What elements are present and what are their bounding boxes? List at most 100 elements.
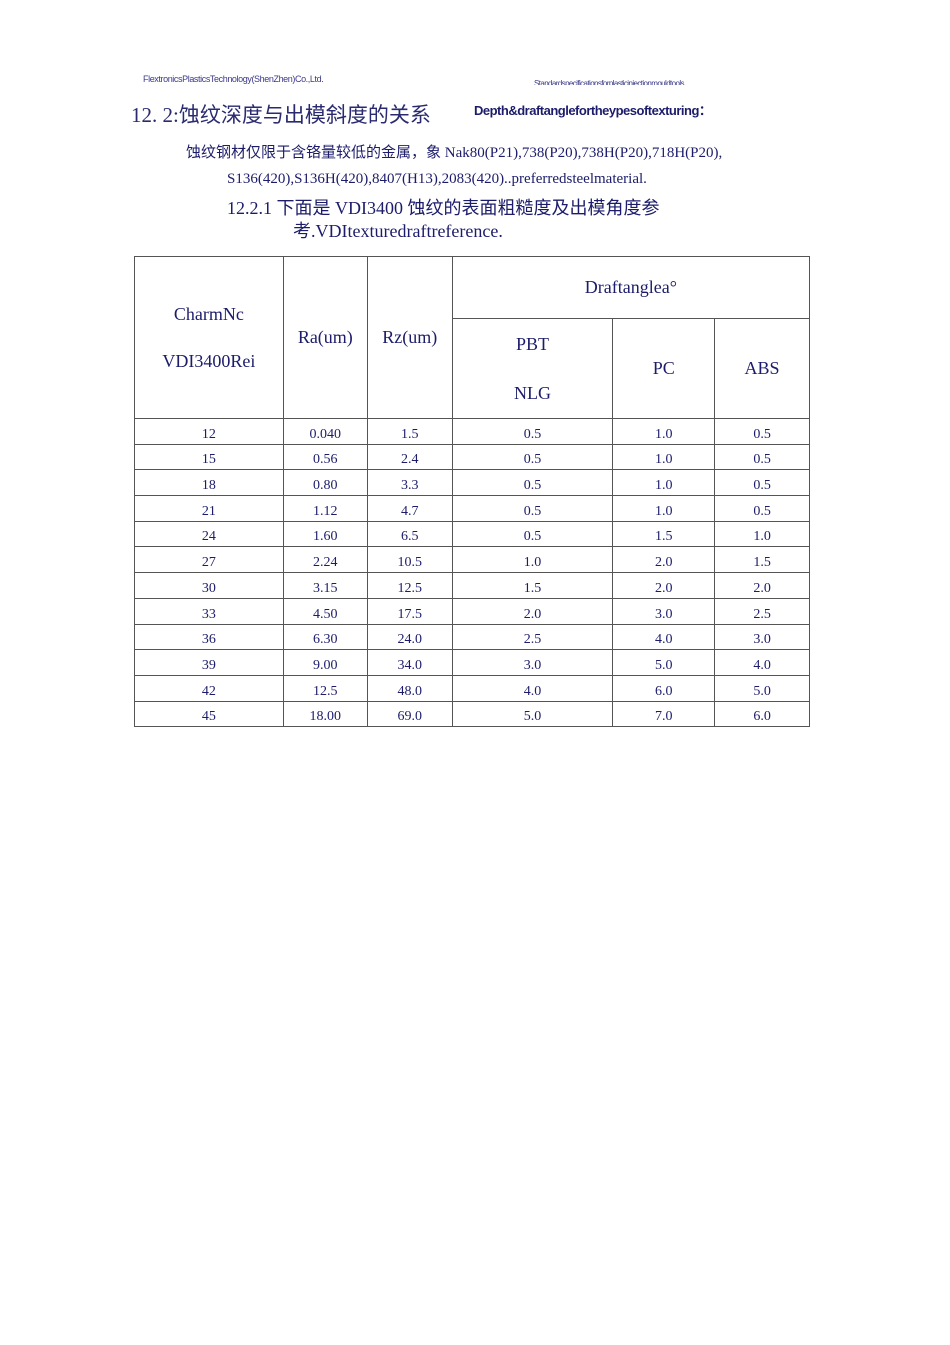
cell-pc: 1.0 bbox=[612, 495, 716, 522]
cell-charm: 15 bbox=[134, 443, 284, 471]
cell-charm: 21 bbox=[134, 495, 284, 522]
cell-rz: 4.7 bbox=[366, 495, 453, 522]
table-row: 15 0.56 2.4 0.5 1.0 0.5 bbox=[134, 443, 810, 471]
cell-abs: 0.5 bbox=[714, 495, 810, 522]
header-abs: ABS bbox=[714, 318, 810, 419]
cell-pbt: 1.0 bbox=[451, 546, 614, 574]
cell-abs: 4.0 bbox=[714, 649, 810, 676]
cell-abs: 1.0 bbox=[714, 520, 810, 548]
cell-charm: 33 bbox=[134, 597, 284, 625]
cell-rz: 2.4 bbox=[366, 443, 453, 471]
table-row: 45 18.00 69.0 5.0 7.0 6.0 bbox=[134, 700, 810, 728]
cell-ra: 18.00 bbox=[282, 700, 368, 728]
header-pc: PC bbox=[612, 318, 716, 419]
section-title: 12. 2:蚀纹深度与出模斜度的关系 bbox=[131, 103, 431, 127]
cell-charm: 30 bbox=[134, 572, 284, 599]
cell-rz: 10.5 bbox=[366, 546, 453, 574]
cell-rz: 48.0 bbox=[366, 674, 453, 702]
table-row: 27 2.24 10.5 1.0 2.0 1.5 bbox=[134, 546, 810, 574]
steel-note-line2: S136(420),S136H(420),8407(H13),2083(420)… bbox=[227, 171, 647, 187]
cell-charm: 39 bbox=[134, 649, 284, 676]
cell-abs: 2.5 bbox=[714, 597, 810, 625]
header-charm: CharmNc VDI3400Rei bbox=[134, 256, 284, 419]
header-ra: Ra(um) bbox=[282, 256, 368, 419]
cell-pc: 3.0 bbox=[612, 597, 716, 625]
vdi-texture-table: CharmNc VDI3400Rei Ra(um) Rz(um) Draftan… bbox=[134, 256, 811, 728]
cell-pbt: 3.0 bbox=[451, 649, 614, 676]
cell-pbt: 2.5 bbox=[451, 623, 614, 651]
cell-abs: 6.0 bbox=[714, 700, 810, 728]
cell-pbt: 0.5 bbox=[451, 443, 614, 471]
cell-pbt: 0.5 bbox=[451, 495, 614, 522]
cell-pbt: 5.0 bbox=[451, 700, 614, 728]
table-row: 18 0.80 3.3 0.5 1.0 0.5 bbox=[134, 469, 810, 497]
cell-pbt: 4.0 bbox=[451, 674, 614, 702]
cell-pc: 1.0 bbox=[612, 443, 716, 471]
cell-rz: 1.5 bbox=[366, 418, 453, 445]
cell-charm: 27 bbox=[134, 546, 284, 574]
cell-ra: 3.15 bbox=[282, 572, 368, 599]
cell-ra: 1.60 bbox=[282, 520, 368, 548]
cell-pc: 6.0 bbox=[612, 674, 716, 702]
table-row: 24 1.60 6.5 0.5 1.5 1.0 bbox=[134, 520, 810, 548]
table-row: 21 1.12 4.7 0.5 1.0 0.5 bbox=[134, 495, 810, 522]
cell-abs: 1.5 bbox=[714, 546, 810, 574]
cell-charm: 12 bbox=[134, 418, 284, 445]
header-pbt-line2: NLG bbox=[514, 382, 552, 403]
section-title-en: Depth&draftanglefortheypesoftexturing： bbox=[474, 103, 712, 118]
cell-pc: 1.0 bbox=[612, 469, 716, 497]
header-pbt: PBT NLG bbox=[451, 318, 614, 419]
cell-pbt: 0.5 bbox=[451, 418, 614, 445]
cell-rz: 17.5 bbox=[366, 597, 453, 625]
cell-rz: 69.0 bbox=[366, 700, 453, 728]
cell-ra: 9.00 bbox=[282, 649, 368, 676]
cell-abs: 3.0 bbox=[714, 623, 810, 651]
header-charm-line2: VDI3400Rei bbox=[162, 350, 256, 371]
cell-abs: 0.5 bbox=[714, 443, 810, 471]
table-row: 12 0.040 1.5 0.5 1.0 0.5 bbox=[134, 418, 810, 445]
cell-charm: 42 bbox=[134, 674, 284, 702]
table-row: 39 9.00 34.0 3.0 5.0 4.0 bbox=[134, 649, 810, 676]
cell-pbt: 0.5 bbox=[451, 469, 614, 497]
cell-pbt: 0.5 bbox=[451, 520, 614, 548]
subsection-title-line2: 考.VDItexturedraftreference. bbox=[293, 221, 503, 241]
cell-charm: 24 bbox=[134, 520, 284, 548]
company-header: FlextronicsPlasticsTechnology(ShenZhen)C… bbox=[143, 74, 324, 84]
cell-charm: 36 bbox=[134, 623, 284, 651]
cell-ra: 0.56 bbox=[282, 443, 368, 471]
table-row: 36 6.30 24.0 2.5 4.0 3.0 bbox=[134, 623, 810, 651]
header-charm-line1: CharmNc bbox=[173, 303, 244, 324]
table-row: 30 3.15 12.5 1.5 2.0 2.0 bbox=[134, 572, 810, 599]
cell-pc: 1.5 bbox=[612, 520, 716, 548]
header-pbt-line1: PBT bbox=[516, 333, 550, 354]
cell-ra: 1.12 bbox=[282, 495, 368, 522]
cell-pc: 7.0 bbox=[612, 700, 716, 728]
cell-charm: 18 bbox=[134, 469, 284, 497]
header-rz: Rz(um) bbox=[366, 256, 453, 419]
subsection-title-line1: 12.2.1 下面是 VDI3400 蚀纹的表面粗糙度及出模角度参 bbox=[227, 198, 660, 218]
table-row: 42 12.5 48.0 4.0 6.0 5.0 bbox=[134, 674, 810, 702]
cell-abs: 0.5 bbox=[714, 418, 810, 445]
cell-ra: 4.50 bbox=[282, 597, 368, 625]
header-draft-angle: Draftanglea° bbox=[451, 256, 811, 319]
cell-pc: 1.0 bbox=[612, 418, 716, 445]
steel-note-line1: 蚀纹钢材仅限于含铬量较低的金属，象 Nak80(P21),738(P20),73… bbox=[186, 145, 723, 161]
cell-pbt: 1.5 bbox=[451, 572, 614, 599]
cell-pc: 2.0 bbox=[612, 546, 716, 574]
cell-rz: 6.5 bbox=[366, 520, 453, 548]
cell-charm: 45 bbox=[134, 700, 284, 728]
cell-ra: 6.30 bbox=[282, 623, 368, 651]
table-row: 33 4.50 17.5 2.0 3.0 2.5 bbox=[134, 597, 810, 625]
cell-ra: 12.5 bbox=[282, 674, 368, 702]
cell-ra: 0.040 bbox=[282, 418, 368, 445]
cell-pbt: 2.0 bbox=[451, 597, 614, 625]
cell-rz: 3.3 bbox=[366, 469, 453, 497]
cell-abs: 5.0 bbox=[714, 674, 810, 702]
cell-ra: 0.80 bbox=[282, 469, 368, 497]
cell-pc: 2.0 bbox=[612, 572, 716, 599]
document-title-header: Standardspecificationsforplasticinjectio… bbox=[534, 79, 685, 85]
cell-rz: 24.0 bbox=[366, 623, 453, 651]
cell-ra: 2.24 bbox=[282, 546, 368, 574]
cell-abs: 2.0 bbox=[714, 572, 810, 599]
